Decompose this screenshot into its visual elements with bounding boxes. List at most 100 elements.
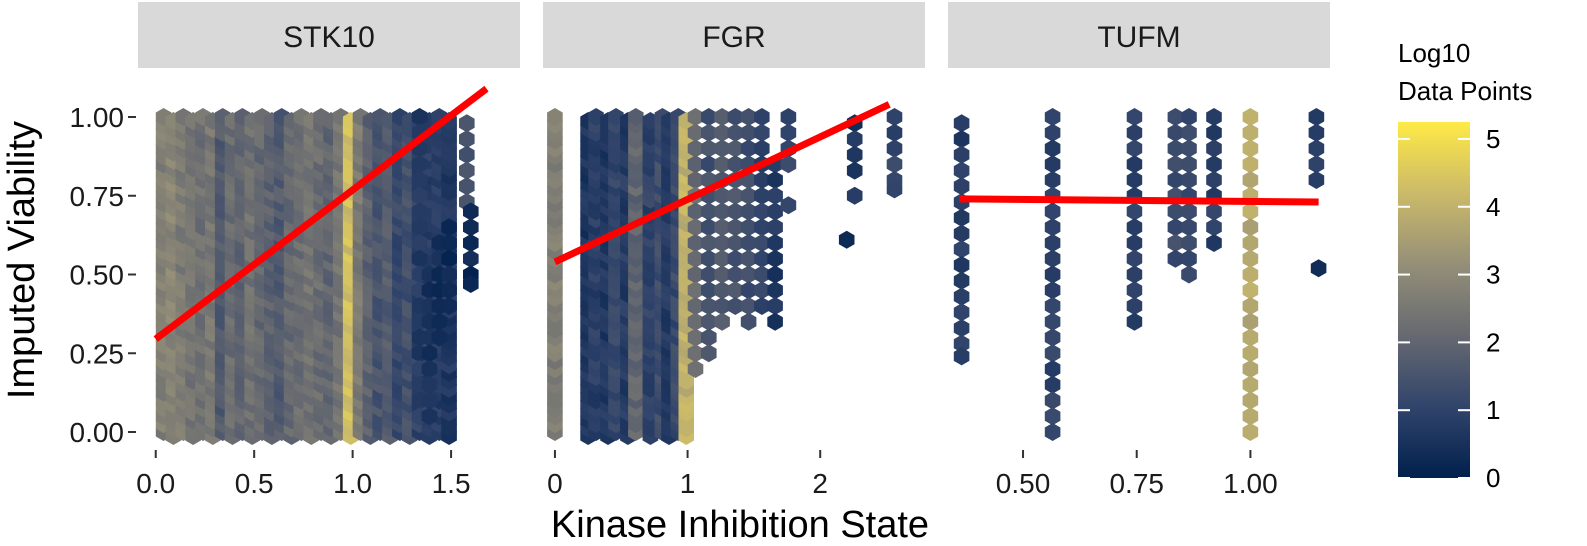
x-axis: 0 1 2	[547, 450, 828, 499]
legend-tick-label: 1	[1486, 395, 1500, 425]
hexbin-cell	[714, 108, 730, 126]
hexbin-cell	[1181, 202, 1197, 221]
hexbin-cell	[547, 108, 563, 126]
hexbin-cell	[463, 202, 479, 221]
hexbin-cell	[714, 155, 730, 174]
hexbin-cell	[687, 171, 704, 189]
hexbin-cell	[411, 171, 428, 189]
hexbin-cell	[1242, 297, 1259, 315]
hexbin-cell	[1242, 123, 1259, 142]
x-tick-label: 1.0	[333, 468, 372, 499]
hexbin-cell	[411, 202, 428, 221]
hexbin-cell	[687, 360, 704, 378]
regression-line	[153, 85, 489, 342]
hexbin-cell	[687, 344, 704, 363]
hexbin-cell	[701, 344, 717, 363]
y-tick-label: 0.25	[70, 338, 125, 369]
hexbin-cell	[953, 224, 970, 243]
hexbin-cell	[754, 218, 770, 237]
hexbin-cell	[780, 108, 797, 126]
hexbin-cell	[953, 161, 970, 180]
hexbin-cell	[846, 130, 863, 149]
hexbin-cell	[1242, 312, 1259, 331]
hexbin-cell	[1242, 407, 1259, 426]
hexbin-cell	[953, 347, 970, 366]
hexbin-cell	[714, 139, 730, 158]
hexbin-cell	[687, 108, 704, 126]
hexbin-cell	[1167, 171, 1184, 189]
hexbin-cell	[953, 177, 970, 196]
hexbin-cell	[441, 297, 457, 315]
hexbin-cell	[1242, 265, 1259, 284]
hexbin-cell	[1242, 391, 1259, 410]
hexbin-cell	[727, 234, 744, 252]
hexbin-cell	[1206, 108, 1222, 126]
y-tick-label: 0.75	[70, 181, 125, 212]
hexbin-cell	[714, 218, 730, 237]
hexbin-cell	[727, 123, 744, 142]
hexbin-cell	[754, 108, 770, 126]
hexbin-cell	[463, 275, 479, 293]
hexbin-cell	[1044, 423, 1061, 441]
hexbin-cell	[838, 230, 855, 249]
hexbin-cell	[441, 265, 457, 284]
hexbin-cell	[687, 297, 704, 315]
hexbin-cell	[754, 249, 770, 268]
hexbin-cell	[740, 202, 757, 221]
hexbin-cell	[1044, 155, 1061, 174]
hexbin-cell	[1044, 360, 1061, 378]
hexbin-cell	[1126, 202, 1143, 221]
hexbins	[953, 108, 1327, 441]
hexbin-cell	[1181, 171, 1197, 189]
x-tick-label: 0.0	[136, 468, 175, 499]
hexbin-cell	[1167, 234, 1184, 252]
hexbin-cell	[701, 312, 717, 331]
hexbin-cell	[459, 161, 475, 180]
hexbin-cell	[1044, 265, 1061, 284]
hexbin-cell	[740, 108, 757, 126]
hexbin-cell	[727, 297, 744, 315]
hexbin-cell	[727, 139, 744, 158]
hexbin-cell	[740, 139, 757, 158]
hexbin-cell	[886, 108, 903, 126]
panel-tufm: TUFM 0.50 0.75 1.00	[948, 2, 1330, 499]
hexbin-cell	[1308, 155, 1325, 174]
hexbin-cell	[1044, 171, 1061, 189]
hexbin-cell	[953, 208, 970, 227]
hexbin-cell	[1242, 218, 1259, 237]
hexbin-cell	[1242, 375, 1259, 394]
hexbin-cell	[463, 218, 479, 237]
hexbin-cell	[1206, 171, 1222, 189]
hexbin-cell	[431, 328, 448, 347]
hexbin-cell	[714, 265, 730, 284]
hexbin-cell	[687, 218, 704, 237]
hexbin-cell	[411, 186, 428, 205]
hexbin-cell	[1126, 108, 1143, 126]
hexbin-cell	[740, 297, 757, 315]
hexbin-cell	[740, 265, 757, 284]
hexbin-cell	[714, 202, 730, 221]
hexbin-cell	[1242, 360, 1259, 378]
hexbin-cell	[953, 145, 970, 164]
hexbin-cell	[1044, 218, 1061, 237]
legend-tick-label: 3	[1486, 260, 1500, 290]
hexbin-cell	[714, 297, 730, 315]
hexbin-cell	[767, 281, 783, 300]
hexbin-cell	[740, 234, 757, 252]
hexbin-cell	[459, 114, 475, 133]
x-tick-label: 1	[680, 468, 696, 499]
hexbin-cell	[1044, 139, 1061, 158]
hexbin-cell	[1206, 202, 1222, 221]
hexbin-cell	[1044, 234, 1061, 252]
hexbin-cell	[701, 218, 717, 237]
hexbin-cell	[1167, 139, 1184, 158]
hexbin-cell	[1242, 171, 1259, 189]
hexbin-cell	[886, 180, 903, 199]
hexbin-cell	[1181, 234, 1197, 252]
shared-labels: Kinase Inhibition State Imputed Viabilit…	[1, 121, 929, 546]
hexbin-cell	[1167, 108, 1184, 126]
legend-tick-label: 5	[1486, 124, 1500, 154]
hexbin-cell	[1126, 171, 1143, 189]
x-tick-label: 1.00	[1223, 468, 1278, 499]
hexbin-cell	[754, 265, 770, 284]
